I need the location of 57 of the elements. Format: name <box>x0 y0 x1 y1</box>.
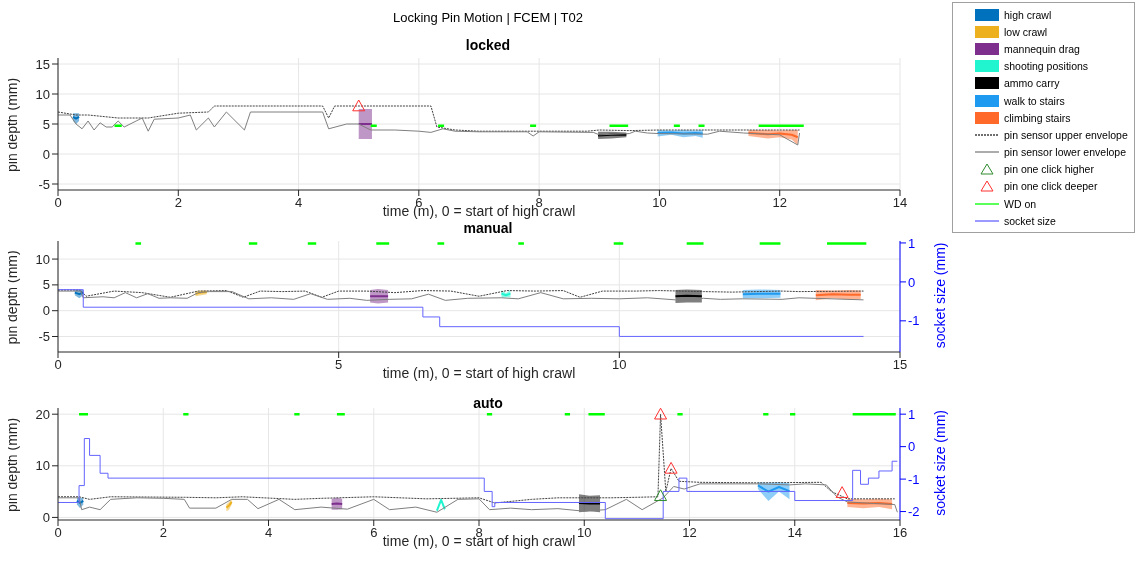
legend-label: climbing stairs <box>1004 111 1071 124</box>
x-tick-label: 5 <box>335 357 343 373</box>
x-tick-label: 4 <box>264 525 273 541</box>
legend-label: shooting positions <box>1004 60 1089 73</box>
y-tick-label: 0 <box>42 510 50 526</box>
chart-subtitle: auto <box>473 395 503 411</box>
legend-label: ammo carry <box>1004 77 1060 90</box>
y2-tick-label: 0 <box>908 274 916 290</box>
y2-tick-label: 0 <box>908 439 916 455</box>
y-tick-label: 15 <box>35 56 50 72</box>
x-tick-label: 16 <box>892 525 908 541</box>
legend-label: WD on <box>1004 197 1037 210</box>
y-tick-label: 5 <box>42 116 50 132</box>
x-tick-label: 4 <box>294 195 303 211</box>
x-tick-label: 2 <box>174 195 182 211</box>
y2-tick-label: -1 <box>908 313 920 329</box>
y-tick-label: 10 <box>35 251 50 267</box>
x-tick-label: 14 <box>892 195 908 211</box>
legend-label: mannequin drag <box>1004 42 1080 55</box>
x-tick-label: 6 <box>370 525 378 541</box>
y-tick-label: 0 <box>42 146 50 162</box>
x-tick-label: 2 <box>159 525 167 541</box>
x-tick-label: 14 <box>787 525 802 541</box>
x-tick-label: 0 <box>54 525 62 541</box>
x-tick-label: 10 <box>652 195 667 211</box>
chart-subtitle: manual <box>462 220 514 236</box>
x-tick-label: 0 <box>54 195 62 211</box>
y2-tick-label: -2 <box>908 504 920 520</box>
x-tick-label: 10 <box>612 357 627 373</box>
x-tick-label: 10 <box>577 525 592 541</box>
chart-subtitle: locked <box>464 37 512 53</box>
x-tick-label: 12 <box>682 525 697 541</box>
y2-axis-title: socket size (mm) <box>931 242 948 349</box>
legend-label: pin sensor lower envelope <box>1004 146 1126 159</box>
chart-title: Locking Pin Motion | FCEM | T02 <box>391 10 584 25</box>
legend-label: pin one click deeper <box>1004 180 1098 193</box>
y-tick-label: 5 <box>42 277 50 293</box>
y-tick-label: -5 <box>38 329 50 345</box>
legend-label: socket size <box>1004 214 1056 227</box>
y2-tick-label: -1 <box>908 471 920 487</box>
x-tick-label: 12 <box>772 195 787 211</box>
y2-tick-label: 1 <box>908 235 916 251</box>
y-tick-label: -5 <box>38 176 50 192</box>
y-tick-label: 10 <box>35 458 50 474</box>
x-tick-label: 0 <box>54 357 62 373</box>
y2-axis-title: socket size (mm) <box>931 410 948 516</box>
y-tick-label: 0 <box>42 303 50 319</box>
legend-label: pin one click higher <box>1004 163 1094 176</box>
x-tick-label: 15 <box>892 357 908 373</box>
legend-label: low crawl <box>1004 25 1048 38</box>
legend-label: pin sensor upper envelope <box>1004 128 1128 141</box>
y2-tick-label: 1 <box>908 406 916 422</box>
legend-label: walk to stairs <box>1004 94 1065 107</box>
y-tick-label: 20 <box>35 406 50 422</box>
legend-label: high crawl <box>1004 8 1052 21</box>
x-axis-title: time (m), 0 = start of high crawl <box>382 365 576 381</box>
y-tick-label: 10 <box>35 86 50 102</box>
